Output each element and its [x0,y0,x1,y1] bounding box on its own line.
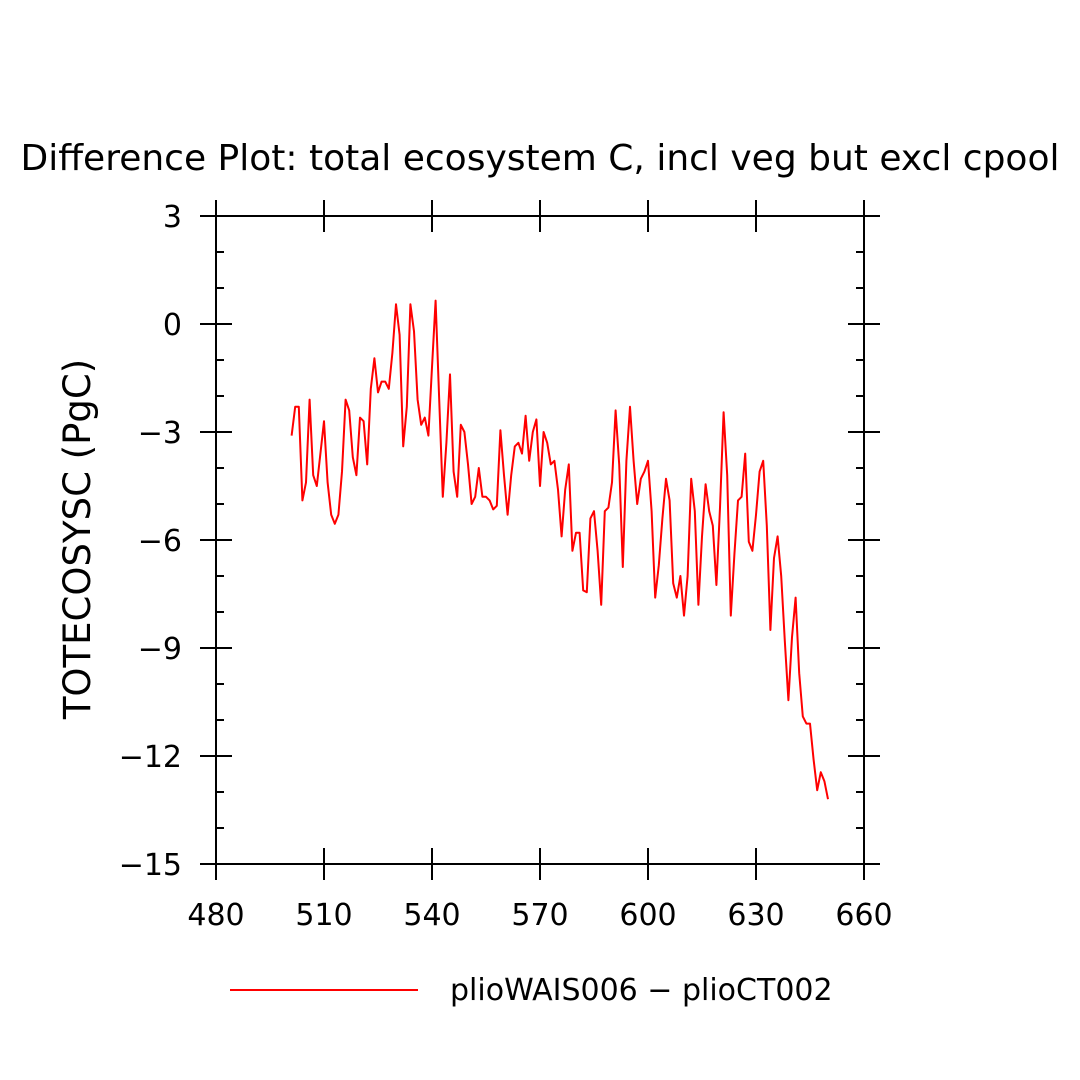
y-tick-label: 0 [163,308,182,343]
x-tick-label: 540 [403,898,460,933]
x-tick-label: 510 [295,898,352,933]
y-tick-label: −9 [138,632,182,667]
axis-ticks [200,200,880,880]
x-tick-label: 660 [835,898,892,933]
x-tick-label: 570 [511,898,568,933]
legend: plioWAIS006 − plioCT002 [230,973,833,1008]
y-tick-label: 3 [163,200,182,235]
y-axis-label: TOTECOSYSC (PgC) [56,359,99,720]
x-tick-label: 600 [619,898,676,933]
tick-labels: 480 510 540 570 600 630 660 3 0 −3 −6 −9 −12 −15 [119,200,893,933]
y-tick-label: −12 [119,740,182,775]
x-tick-label: 630 [727,898,784,933]
series-line [290,299,829,800]
x-tick-label: 480 [187,898,244,933]
legend-label: plioWAIS006 − plioCT002 [450,973,833,1008]
series-layer [290,299,829,800]
y-tick-label: −3 [138,416,182,451]
y-tick-label: −6 [138,524,182,559]
chart-title: Difference Plot: total ecosystem C, incl… [21,138,1060,179]
y-tick-label: −15 [119,848,182,883]
